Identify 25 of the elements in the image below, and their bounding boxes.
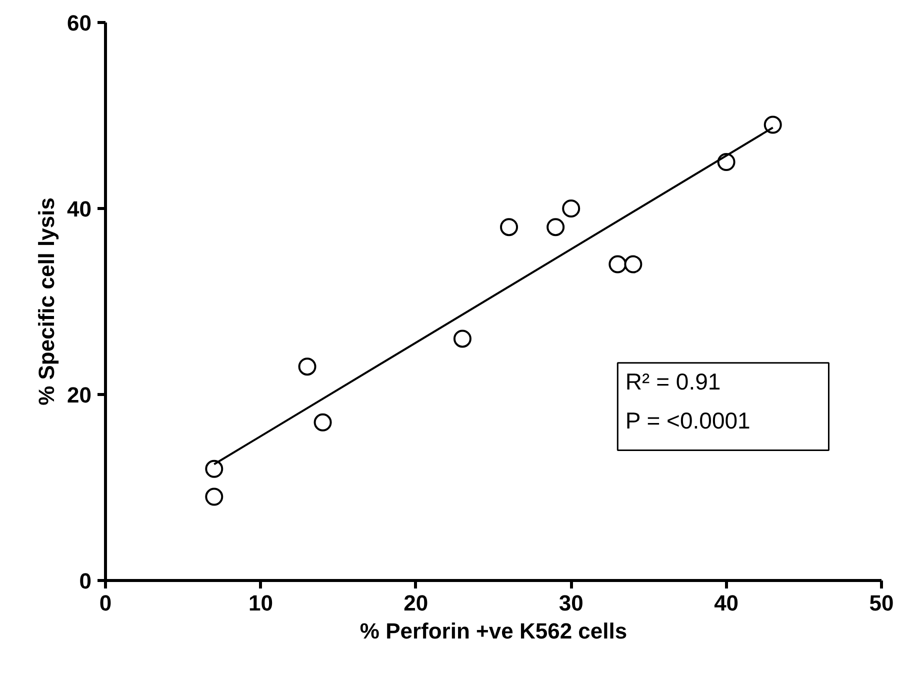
point <box>205 488 224 506</box>
point <box>546 218 565 236</box>
x-tick-label: 10 <box>248 590 273 616</box>
y-axis-title: % Specific cell lysis <box>34 198 60 406</box>
y-tick-label: 20 <box>67 382 92 408</box>
point <box>314 413 332 432</box>
x-axis-title: % Perforin +ve K562 cells <box>360 618 628 644</box>
point <box>624 255 642 274</box>
x-tick-label: 40 <box>714 590 739 616</box>
x-tick-label: 20 <box>404 590 428 616</box>
point <box>500 218 518 236</box>
annotation: R² = 0.91 <box>625 368 721 394</box>
point <box>764 116 782 134</box>
x-tick-label: 0 <box>99 590 112 616</box>
x-tick-label: 50 <box>869 590 894 616</box>
annotation: P = <0.0001 <box>625 408 750 434</box>
y-tick-label: 0 <box>79 568 92 594</box>
y-tick-label: 60 <box>67 10 92 36</box>
y-tick-label: 40 <box>67 196 92 222</box>
point <box>298 358 316 376</box>
point <box>205 460 224 478</box>
point <box>562 200 580 218</box>
point <box>608 255 627 274</box>
x-tick-label: 30 <box>558 590 584 616</box>
point <box>453 330 472 348</box>
